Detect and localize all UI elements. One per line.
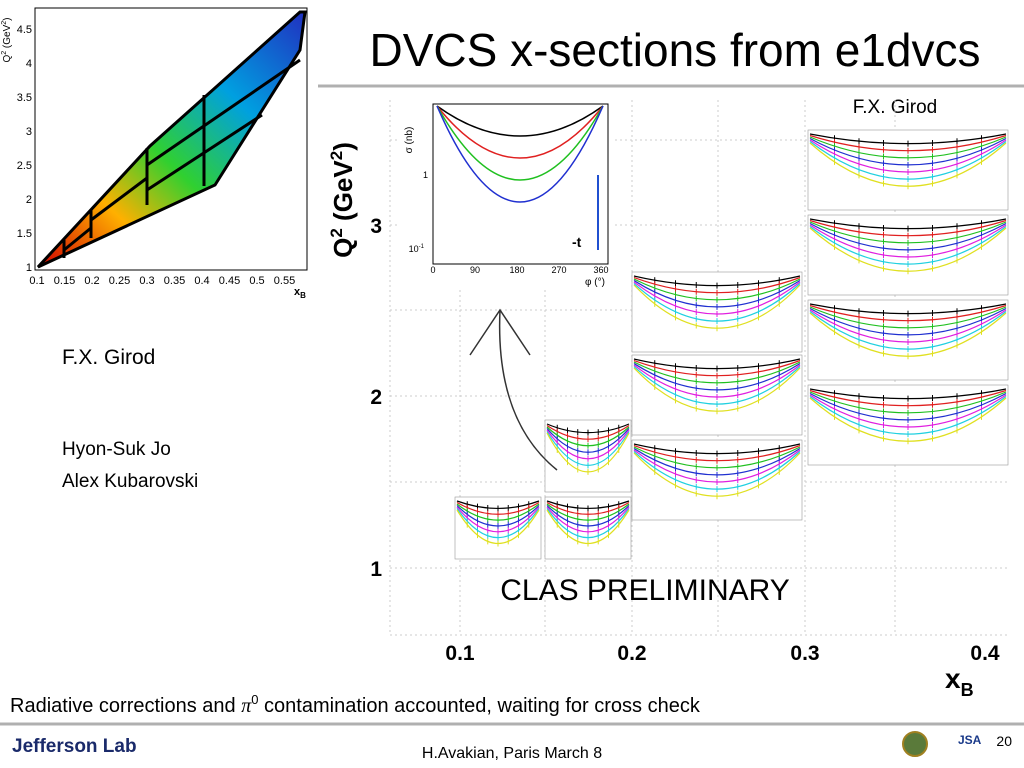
credit-top: F.X. Girod xyxy=(853,97,937,118)
panel xyxy=(631,271,803,353)
x-tick-label: 0.1 xyxy=(29,275,44,287)
t-label: -t xyxy=(572,234,582,250)
author: Hyon-Suk Jo xyxy=(62,439,171,460)
panel xyxy=(807,384,1009,466)
panel xyxy=(544,496,632,560)
x-ticks: 0.1 0.15 0.2 0.25 0.3 0.35 0.4 0.45 0.5 0.55 xyxy=(29,275,295,287)
x-tick-label: 0.4 xyxy=(970,642,1000,665)
y-tick-label: 4 xyxy=(26,58,32,70)
x-tick-label: 0.2 xyxy=(617,642,646,665)
y-tick-label: 1 xyxy=(370,558,382,581)
inset-curve xyxy=(436,105,604,203)
kinematics-plot: 0.1 0.15 0.2 0.25 0.3 0.35 0.4 0.45 0.5 0.55 1 1.5… xyxy=(1,7,308,300)
panel xyxy=(631,439,803,521)
x-tick-label: 0.15 xyxy=(54,275,75,287)
inset-curves xyxy=(436,105,604,203)
y-tick-label: 3 xyxy=(370,215,382,238)
x-tick-label: 0.5 xyxy=(249,275,264,287)
y-axis-label: σ (nb) xyxy=(404,127,415,154)
y-tick-label: 3 xyxy=(26,126,32,138)
inset-curve xyxy=(436,105,604,137)
inset-curve xyxy=(436,105,604,159)
x-tick-label: 90 xyxy=(470,265,480,275)
panel xyxy=(807,214,1009,296)
main-plot: 0.1 0.2 0.3 0.4 1 2 3 Q2 (GeV2) xB xyxy=(327,100,1010,700)
panel xyxy=(544,419,632,493)
doe-logo xyxy=(902,731,928,757)
x-tick-label: 0.4 xyxy=(194,275,209,287)
x-tick-label: 0.2 xyxy=(84,275,99,287)
y-tick-label: 4.5 xyxy=(17,24,32,36)
x-tick-label: 0.55 xyxy=(274,275,295,287)
x-axis-label: xB xyxy=(294,286,306,300)
x-tick-label: 0.3 xyxy=(790,642,819,665)
x-tick-label: 360 xyxy=(593,265,608,275)
inset-frame xyxy=(432,103,609,265)
y-axis-label: Q2 (GeV2) xyxy=(1,17,13,62)
bin-lines xyxy=(62,58,301,258)
inset-background xyxy=(400,98,615,288)
page-number: 20 xyxy=(996,733,1012,749)
x-tick-label: 0.3 xyxy=(139,275,154,287)
y-tick-label: 2 xyxy=(26,194,32,206)
x-tick-label: 0.1 xyxy=(445,642,475,665)
footer-event: H.Avakian, Paris March 8 xyxy=(422,745,602,762)
panels xyxy=(454,129,1009,560)
x-tick-label: 0.25 xyxy=(109,275,130,287)
x-ticks: 0.1 0.2 0.3 0.4 xyxy=(445,642,1000,665)
x-tick-label: 0.45 xyxy=(219,275,240,287)
footnote: Radiative corrections and π0 contaminati… xyxy=(10,692,701,717)
x-tick-label: 0 xyxy=(430,265,435,275)
jsa-logo: JSA xyxy=(958,733,982,747)
y-ticks: 1 1.5 2 2.5 3 3.5 4 4.5 xyxy=(17,24,32,274)
y-tick-label: 1 xyxy=(26,262,32,274)
y-tick-label: 2.5 xyxy=(17,160,32,172)
x-axis-label: xB xyxy=(945,663,974,700)
arrow xyxy=(469,308,558,471)
footer-logo: Jefferson Lab xyxy=(12,736,137,757)
x-tick-label: 0.35 xyxy=(164,275,185,287)
inset-plot: -t σ (nb) φ (°) 1 10-1 0 90 180 270 360 xyxy=(400,98,615,288)
y-tick-label: 3.5 xyxy=(17,92,32,104)
y-tick-label: 1 xyxy=(423,170,428,180)
y-tick-label: 1.5 xyxy=(17,228,32,240)
kinematic-region xyxy=(36,10,307,269)
preliminary-label: CLAS PRELIMINARY xyxy=(500,574,790,607)
x-tick-label: 180 xyxy=(509,265,524,275)
inset-curve xyxy=(436,105,604,181)
y-tick-label: 2 xyxy=(370,386,382,409)
x-tick-label: 270 xyxy=(551,265,566,275)
x-axis-label: φ (°) xyxy=(585,277,605,288)
y-ticks: 1 2 3 xyxy=(370,215,382,581)
panel xyxy=(807,299,1009,381)
author: Alex Kubarovski xyxy=(62,471,198,492)
y-axis-label: Q2 (GeV2) xyxy=(327,142,358,258)
slide-title: DVCS x-sections from e1dvcs xyxy=(370,24,981,76)
panel xyxy=(807,129,1009,211)
x-ticks: 0 90 180 270 360 xyxy=(430,265,608,275)
panel xyxy=(631,354,803,436)
credit-left: F.X. Girod xyxy=(62,346,155,369)
y-tick-label: 10-1 xyxy=(409,244,425,254)
panel xyxy=(454,496,542,560)
